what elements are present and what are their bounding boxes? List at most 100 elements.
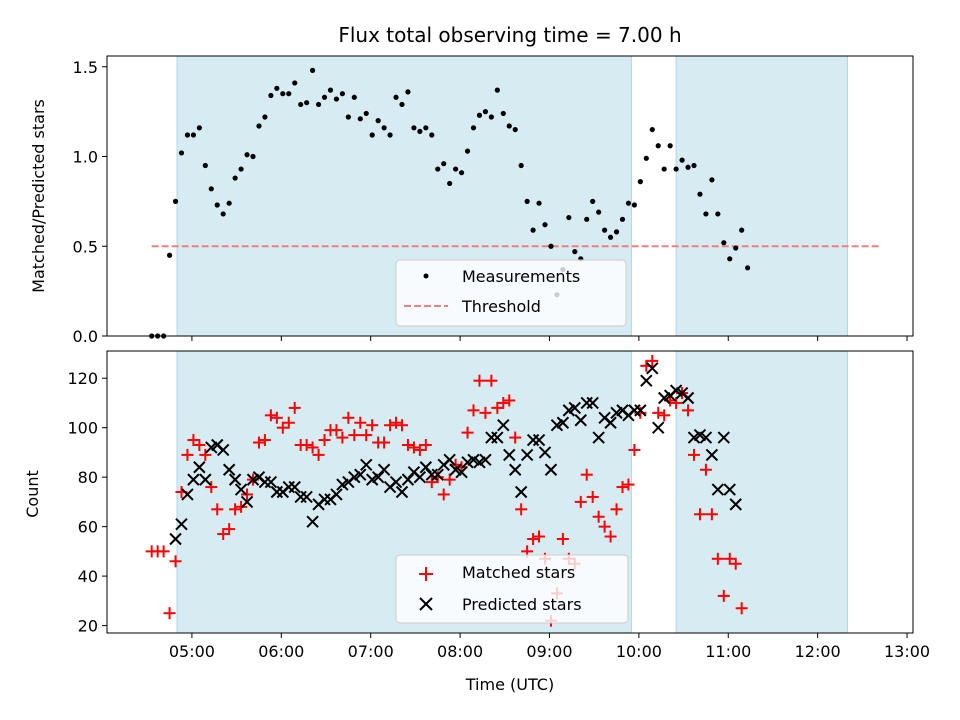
predicted-star-point	[354, 468, 367, 481]
matched-star-point	[735, 602, 748, 615]
predicted-star-point	[556, 416, 570, 429]
measurement-point	[363, 110, 369, 117]
matched-star-point	[395, 419, 408, 432]
matched-star-point	[157, 545, 170, 558]
y-tick-label: 120	[67, 369, 98, 388]
measurement-point	[286, 91, 292, 97]
matched-star-point	[622, 478, 635, 491]
matched-star-point	[628, 443, 641, 456]
top-panel: 0.0 0.5 1.0 1.5 Matched/Predicted stars Mea…	[29, 55, 914, 346]
measurement-point	[357, 116, 363, 122]
predicted-star-point	[228, 473, 242, 486]
measurement-point	[262, 114, 268, 120]
measurement-point	[476, 112, 483, 118]
matched-star-point	[717, 589, 730, 602]
matched-star-point	[169, 555, 182, 568]
measurement-point	[500, 110, 506, 117]
measurement-point	[309, 67, 316, 73]
predicted-star-point	[377, 463, 391, 476]
predicted-star-point	[443, 453, 456, 467]
legend-predicted-marker	[419, 597, 433, 611]
measurement-point	[709, 177, 715, 183]
top-y-ticks: 0.0 0.5 1.0 1.5	[73, 58, 107, 346]
x-tick-label: 09:00	[526, 642, 572, 661]
predicted-star-point	[455, 466, 468, 479]
predicted-star-point	[652, 421, 665, 434]
measurement-point	[280, 91, 286, 97]
y-tick-label: 80	[78, 468, 98, 487]
x-axis-label: Time (UTC)	[465, 675, 554, 694]
measurement-point	[506, 123, 512, 129]
measurement-point	[202, 162, 208, 169]
matched-star-point	[574, 495, 587, 508]
measurement-point	[488, 114, 494, 120]
measurement-point	[423, 125, 429, 131]
matched-star-point	[658, 409, 671, 422]
measurement-point	[196, 125, 202, 131]
predicted-star-point	[413, 470, 427, 484]
measurement-point	[214, 202, 220, 208]
bottom-legend: Matched stars Predicted stars	[395, 554, 629, 624]
legend-predicted-label: Predicted stars	[462, 595, 582, 614]
matched-star-point	[610, 503, 623, 516]
top-legend-box	[395, 259, 627, 327]
matched-star-point	[205, 481, 218, 494]
matched-star-point	[318, 434, 331, 447]
matched-star-point	[604, 530, 617, 543]
matched-star-point	[354, 416, 367, 429]
matched-star-point	[598, 520, 611, 533]
measurement-point	[351, 94, 357, 100]
matched-star-point	[336, 431, 349, 444]
predicted-star-point	[175, 517, 188, 531]
measurement-point	[530, 227, 536, 233]
measurement-point	[619, 216, 626, 222]
shaded-interval-2	[675, 350, 848, 634]
predicted-star-point	[491, 431, 504, 444]
measurement-point	[333, 96, 340, 102]
matched-star-point	[384, 419, 397, 432]
measurement-point	[381, 125, 387, 131]
measurement-point	[733, 245, 739, 251]
measurement-point	[572, 249, 578, 255]
predicted-star-point	[193, 461, 206, 474]
measurement-point	[518, 162, 524, 169]
predicted-star-point	[169, 532, 182, 546]
predicted-star-point	[532, 433, 546, 447]
predicted-star-point	[538, 446, 552, 459]
measurement-point	[232, 175, 238, 181]
measurement-point	[298, 101, 304, 108]
bottom-predicted-points	[169, 362, 742, 546]
measurement-point	[691, 162, 697, 169]
measurement-point	[643, 155, 649, 161]
matched-star-point	[711, 552, 724, 565]
measurement-point	[590, 198, 596, 204]
measurement-point	[447, 180, 453, 187]
measurement-point	[208, 186, 214, 192]
measurement-point	[339, 91, 345, 97]
predicted-star-point	[419, 461, 433, 474]
matched-star-point	[699, 463, 712, 476]
measurement-point	[315, 101, 322, 108]
matched-star-point	[288, 401, 301, 414]
matched-star-point	[330, 424, 343, 437]
measurement-point	[625, 200, 632, 206]
matched-star-point	[687, 448, 700, 461]
measurement-point	[453, 166, 459, 172]
matched-star-point	[479, 406, 492, 419]
predicted-star-point	[216, 443, 230, 457]
matched-star-point	[252, 436, 265, 449]
measurement-point	[727, 256, 733, 262]
measurement-point	[715, 211, 721, 217]
predicted-star-point	[699, 431, 713, 444]
x-tick-label: 12:00	[795, 642, 841, 661]
predicted-star-point	[234, 483, 248, 496]
x-tick-label: 11:00	[705, 642, 751, 661]
matched-star-point	[437, 488, 450, 501]
measurement-point	[238, 166, 244, 172]
bottom-x-ticks: 05:00 06:00 07:00 08:00 09:00 10:00 11:00 12:00…	[169, 633, 930, 661]
predicted-star-point	[574, 414, 587, 427]
matched-star-point	[485, 374, 498, 387]
measurement-point	[327, 87, 334, 93]
measurement-point	[399, 101, 405, 108]
